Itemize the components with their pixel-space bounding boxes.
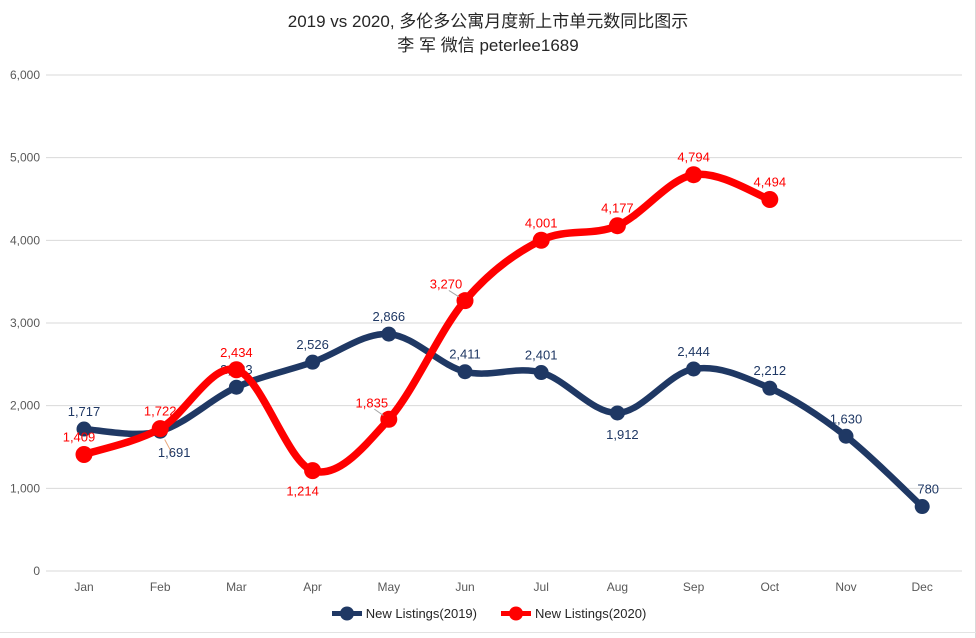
x-axis-label: Sep [683, 580, 705, 594]
data-label: 1,912 [606, 427, 639, 442]
data-label: 2,401 [525, 348, 558, 363]
data-label: 1,409 [63, 430, 96, 445]
x-axis-label: Nov [835, 580, 856, 594]
series-line-2019 [80, 330, 926, 510]
data-point [685, 166, 703, 184]
data-point [305, 354, 321, 370]
data-label: 3,270 [430, 277, 463, 292]
data-point [456, 292, 474, 310]
legend: New Listings(2019) New Listings(2020) [0, 605, 976, 622]
data-label: 1,214 [286, 484, 319, 499]
data-point [304, 462, 322, 480]
series-line-2020 [80, 170, 774, 476]
x-axis-label: Apr [303, 580, 322, 594]
y-axis-label: 3,000 [10, 316, 40, 330]
legend-marker-2020 [501, 606, 531, 621]
data-label: 1,630 [830, 411, 863, 426]
data-label: 2,526 [296, 337, 329, 352]
y-axis-label: 0 [33, 564, 40, 578]
x-axis-label: Oct [760, 580, 779, 594]
data-label: 1,835 [356, 395, 389, 410]
y-axis-label: 6,000 [10, 68, 40, 82]
x-axis-label: Aug [607, 580, 628, 594]
data-point [838, 428, 854, 444]
y-axis-label: 2,000 [10, 399, 40, 413]
y-axis-label: 1,000 [10, 481, 40, 495]
x-axis-label: Jul [534, 580, 549, 594]
data-point [686, 361, 702, 377]
data-label: 1,717 [68, 404, 101, 419]
legend-label-2020: New Listings(2020) [535, 606, 647, 621]
data-label: 2,411 [449, 347, 481, 362]
legend-dot-2019 [339, 606, 354, 621]
data-label: 1,722 [144, 404, 177, 419]
y-axis-label: 4,000 [10, 233, 40, 247]
label-leader-line [374, 408, 384, 416]
legend-label-2019: New Listings(2019) [365, 606, 477, 621]
data-point [532, 231, 550, 249]
data-point [381, 326, 397, 342]
chart-title-block: 2019 vs 2020, 多伦多公寓月度新上市单元数同比图示 李 军 微信 p… [0, 10, 976, 58]
chart-bottom-divider [0, 632, 976, 633]
data-point [609, 405, 625, 421]
data-label: 4,494 [754, 174, 787, 189]
legend-dot-2020 [509, 606, 523, 621]
x-axis-label: May [377, 580, 400, 594]
data-point [75, 446, 93, 464]
data-point [457, 364, 473, 380]
data-point [914, 499, 930, 515]
data-label: 4,001 [525, 215, 558, 230]
legend-item-2020[interactable]: New Listings(2020) [499, 605, 646, 622]
label-leader-line [448, 290, 460, 298]
data-label: 4,794 [677, 150, 710, 165]
data-label: 1,691 [158, 445, 191, 460]
data-point [228, 379, 244, 395]
x-axis-label: Dec [912, 580, 933, 594]
data-point [227, 361, 245, 379]
data-point [151, 420, 169, 438]
label-leader-line [164, 439, 173, 454]
data-label: 2,866 [373, 309, 406, 324]
data-label: 2,444 [677, 344, 710, 359]
x-axis-label: Jan [74, 580, 93, 594]
data-point [608, 217, 626, 235]
y-axis-label: 5,000 [10, 151, 40, 165]
data-label: 2,212 [754, 363, 787, 378]
legend-item-2019[interactable]: New Listings(2019) [330, 605, 477, 622]
chart-title: 2019 vs 2020, 多伦多公寓月度新上市单元数同比图示 [287, 12, 689, 31]
data-point [76, 421, 92, 437]
data-point [380, 410, 398, 428]
chart-subtitle: 李 军 微信 peterlee1689 [397, 36, 579, 55]
data-label: 4,177 [601, 201, 634, 216]
data-label: 780 [917, 482, 939, 497]
x-axis-label: Jun [455, 580, 474, 594]
x-axis-label: Mar [226, 580, 247, 594]
legend-marker-2019 [331, 606, 362, 621]
data-point [533, 365, 549, 381]
data-point [761, 190, 779, 208]
data-point [762, 380, 778, 396]
data-label: 2,434 [220, 345, 253, 360]
x-axis-label: Feb [150, 580, 171, 594]
